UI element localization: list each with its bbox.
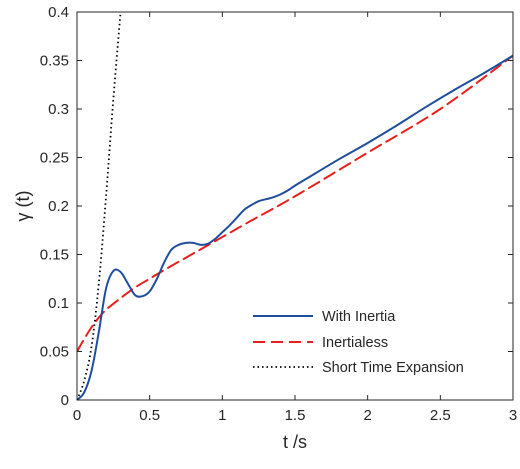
series-line-with-inertia — [77, 54, 513, 400]
x-tick-label: 3 — [509, 407, 517, 424]
series-line-inertialess — [77, 54, 513, 353]
x-tick-label: 1.5 — [285, 407, 306, 424]
y-tick-label: 0.25 — [40, 150, 69, 167]
legend-label: Inertialess — [322, 335, 388, 351]
legend-label: With Inertia — [322, 309, 396, 325]
y-tick-label: 0.05 — [40, 344, 69, 361]
x-tick-label: 1 — [218, 407, 226, 424]
y-tick-label: 0.35 — [40, 53, 69, 70]
x-axis-label: t /s — [283, 432, 307, 452]
x-tick-label: 2.5 — [430, 407, 451, 424]
y-tick-label: 0.3 — [48, 101, 69, 118]
x-tick-label: 0.5 — [139, 407, 160, 424]
legend: With Inertia Inertialess Short Time Expans… — [253, 309, 464, 376]
x-tick-label: 0 — [73, 407, 81, 424]
y-tick-label: 0.15 — [40, 247, 69, 264]
y-axis-label: γ (t) — [13, 191, 33, 222]
y-tick-label: 0.2 — [48, 198, 69, 215]
y-tick-label: 0.1 — [48, 295, 69, 312]
y-tick-label: 0 — [61, 392, 69, 409]
y-tick-label: 0.4 — [48, 4, 69, 21]
plot-marks — [77, 12, 513, 400]
x-tick-label: 2 — [363, 407, 371, 424]
legend-label: Short Time Expansion — [322, 360, 464, 376]
axis-ticks: 0 0.5 1 1.5 2 2.5 3 0 0.05 0.1 0.15 0.2 0.25 0.3 0.35 0… — [40, 4, 517, 424]
